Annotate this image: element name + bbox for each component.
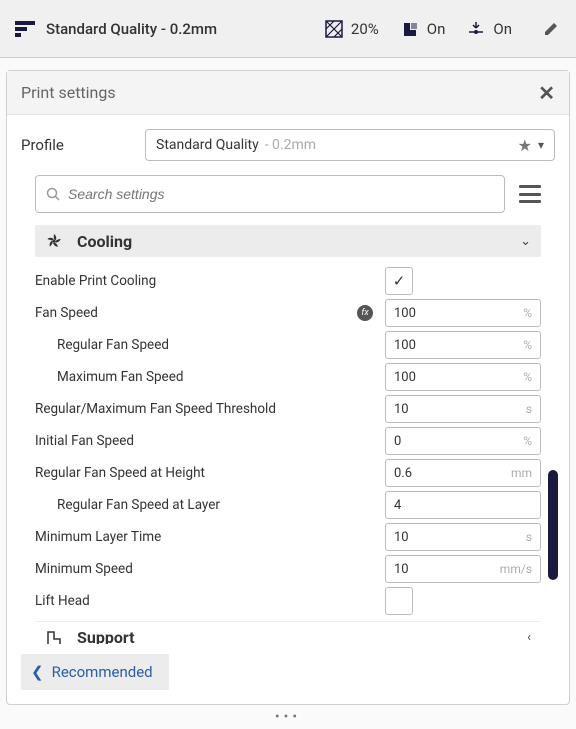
setting-max-fan-speed: Maximum Fan Speed 100% — [35, 361, 541, 393]
profile-suffix: - 0.2mm — [265, 137, 316, 153]
fan-speed-input[interactable]: 100% — [385, 299, 541, 327]
regular-fan-speed-input[interactable]: 100% — [385, 331, 541, 359]
support-summary[interactable]: On — [399, 18, 446, 40]
section-cooling-title: Cooling — [77, 232, 506, 251]
check-icon: ✓ — [393, 272, 406, 290]
setting-lift-head: Lift Head — [35, 585, 541, 617]
resize-handle-icon[interactable]: ••• — [0, 709, 576, 725]
threshold-input[interactable]: 10s — [385, 395, 541, 423]
setting-threshold: Regular/Maximum Fan Speed Threshold 10s — [35, 393, 541, 425]
edit-icon[interactable] — [540, 18, 562, 40]
setting-regular-fan-speed: Regular Fan Speed 100% — [35, 329, 541, 361]
search-input[interactable] — [68, 186, 494, 202]
star-icon[interactable]: ★ — [518, 136, 532, 155]
setting-initial-fan-speed: Initial Fan Speed 0% — [35, 425, 541, 457]
lift-head-checkbox[interactable] — [385, 587, 413, 615]
chevron-down-icon: ⌄ — [520, 234, 531, 249]
settings-list: Cooling ⌄ Enable Print Cooling ✓ Fan Spe… — [21, 225, 555, 644]
setting-min-layer-time: Minimum Layer Time 10s — [35, 521, 541, 553]
adhesion-icon — [465, 18, 487, 40]
profile-value: Standard Quality — [156, 137, 259, 153]
reg-at-layer-input[interactable]: 4 — [385, 491, 541, 519]
support-icon — [399, 18, 421, 40]
chevron-left-icon: ‹ — [527, 630, 531, 644]
infill-icon — [323, 18, 345, 40]
chevron-down-icon: ▾ — [538, 138, 544, 152]
setting-reg-at-height: Regular Fan Speed at Height 0.6mm — [35, 457, 541, 489]
search-input-wrapper[interactable] — [35, 175, 505, 213]
adhesion-summary[interactable]: On — [465, 18, 512, 40]
panel-header: Print settings ✕ — [7, 71, 569, 115]
initial-fan-speed-input[interactable]: 0% — [385, 427, 541, 455]
profile-icon — [14, 18, 36, 40]
fx-icon[interactable]: fx — [357, 305, 373, 321]
fan-icon — [45, 232, 63, 250]
chevron-left-icon: ❮ — [31, 663, 44, 681]
reg-at-height-input[interactable]: 0.6mm — [385, 459, 541, 487]
panel-footer: ❮ Recommended — [7, 644, 569, 704]
setting-fan-speed: Fan Speed fx 100% — [35, 297, 541, 329]
summary-profile-name: Standard Quality - 0.2mm — [46, 20, 217, 38]
setting-min-speed: Minimum Speed 10mm/s — [35, 553, 541, 585]
recommended-label: Recommended — [52, 663, 153, 681]
search-icon — [46, 187, 60, 201]
close-icon[interactable]: ✕ — [538, 81, 555, 105]
scrollbar-thumb[interactable] — [548, 470, 558, 580]
panel-title: Print settings — [21, 83, 116, 102]
setting-enable-cooling: Enable Print Cooling ✓ — [35, 265, 541, 297]
settings-visibility-icon[interactable] — [519, 185, 541, 203]
enable-cooling-checkbox[interactable]: ✓ — [385, 267, 413, 295]
min-speed-input[interactable]: 10mm/s — [385, 555, 541, 583]
max-fan-speed-input[interactable]: 100% — [385, 363, 541, 391]
print-settings-panel: Print settings ✕ Profile Standard Qualit… — [6, 70, 570, 705]
support-value: On — [427, 20, 446, 38]
recommended-button[interactable]: ❮ Recommended — [21, 654, 169, 690]
min-layer-time-input[interactable]: 10s — [385, 523, 541, 551]
infill-value: 20% — [351, 20, 379, 38]
infill-summary[interactable]: 20% — [323, 18, 379, 40]
adhesion-value: On — [493, 20, 512, 38]
section-support-title: Support — [77, 628, 513, 644]
profile-label: Profile — [21, 136, 131, 154]
section-cooling[interactable]: Cooling ⌄ — [35, 225, 541, 257]
support-section-icon — [45, 629, 63, 645]
summary-bar: Standard Quality - 0.2mm 20% On On — [0, 0, 576, 58]
profile-dropdown[interactable]: Standard Quality - 0.2mm ★ ▾ — [145, 129, 555, 161]
setting-reg-at-layer: Regular Fan Speed at Layer 4 — [35, 489, 541, 521]
section-support[interactable]: Support ‹ — [35, 621, 541, 644]
